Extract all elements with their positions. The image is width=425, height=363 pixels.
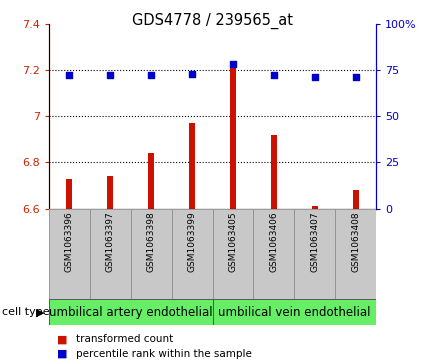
Bar <box>172 209 212 299</box>
Point <box>230 61 236 67</box>
Text: GSM1063405: GSM1063405 <box>229 211 238 272</box>
Text: GSM1063399: GSM1063399 <box>187 211 196 272</box>
Text: umbilical vein endothelial: umbilical vein endothelial <box>218 306 371 319</box>
Bar <box>230 65 236 209</box>
Bar <box>353 190 359 209</box>
Point <box>312 74 318 80</box>
Bar <box>294 209 335 299</box>
Bar <box>49 299 212 325</box>
Text: ■: ■ <box>57 334 68 344</box>
Text: GDS4778 / 239565_at: GDS4778 / 239565_at <box>132 13 293 29</box>
Point <box>107 73 113 78</box>
Text: GSM1063398: GSM1063398 <box>147 211 156 272</box>
Point <box>148 73 155 78</box>
Bar <box>271 135 277 209</box>
Bar <box>49 209 90 299</box>
Bar <box>335 209 376 299</box>
Bar <box>312 207 318 209</box>
Bar <box>66 179 72 209</box>
Bar <box>148 153 154 209</box>
Text: GSM1063407: GSM1063407 <box>310 211 319 272</box>
Bar <box>107 176 113 209</box>
Bar <box>253 209 294 299</box>
Point <box>66 73 73 78</box>
Point <box>189 71 196 77</box>
Text: cell type: cell type <box>2 307 50 317</box>
Bar <box>131 209 172 299</box>
Text: ■: ■ <box>57 349 68 359</box>
Text: transformed count: transformed count <box>76 334 174 344</box>
Text: GSM1063397: GSM1063397 <box>106 211 115 272</box>
Bar <box>212 209 253 299</box>
Text: ▶: ▶ <box>36 307 45 317</box>
Text: GSM1063406: GSM1063406 <box>269 211 278 272</box>
Point <box>270 73 277 78</box>
Text: GSM1063408: GSM1063408 <box>351 211 360 272</box>
Point <box>352 74 359 80</box>
Text: umbilical artery endothelial: umbilical artery endothelial <box>49 306 212 319</box>
Text: percentile rank within the sample: percentile rank within the sample <box>76 349 252 359</box>
Bar <box>90 209 131 299</box>
Bar <box>189 123 195 209</box>
Text: GSM1063396: GSM1063396 <box>65 211 74 272</box>
Bar <box>212 299 376 325</box>
